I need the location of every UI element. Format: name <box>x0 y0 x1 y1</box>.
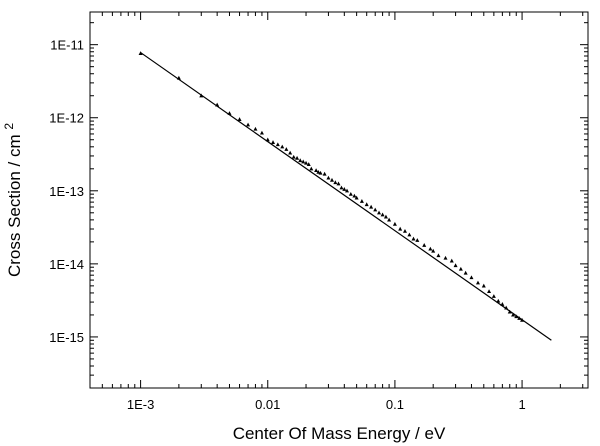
data-point <box>322 171 327 176</box>
data-point <box>398 226 403 231</box>
data-point <box>326 175 331 180</box>
data-point <box>411 236 416 241</box>
data-point <box>364 202 369 207</box>
data-point <box>402 228 407 233</box>
fit-line <box>140 52 552 341</box>
data-point <box>415 238 420 242</box>
data-point <box>458 266 463 271</box>
axis-ticks: 1E-3 0.01 0.1 1 1E-15 1E-14 1E-13 1E-12 1E-11 <box>49 12 588 412</box>
data-point <box>246 122 251 127</box>
data-point <box>369 204 374 209</box>
y-tick-label: 1E-14 <box>49 257 84 272</box>
data-point <box>443 255 448 260</box>
data-point <box>436 253 441 258</box>
data-point <box>383 214 388 219</box>
data-point <box>336 181 341 186</box>
data-point <box>306 162 311 166</box>
data-point <box>333 180 338 185</box>
data-point <box>511 312 516 317</box>
data-point <box>304 160 309 165</box>
data-point <box>487 289 492 293</box>
data-point <box>288 150 293 155</box>
x-axis-title: Center Of Mass Energy / eV <box>233 424 446 443</box>
data-point <box>280 144 285 149</box>
plot-frame <box>89 11 589 389</box>
x-tick-label: 1E-3 <box>127 397 154 412</box>
data-point <box>329 177 334 182</box>
data-point <box>449 258 454 263</box>
data-point <box>407 232 412 237</box>
y-axis-title-superscript: 2 <box>2 123 16 130</box>
data-point <box>275 142 280 147</box>
data-point <box>291 154 296 159</box>
data-point <box>359 199 364 203</box>
data-point <box>271 140 276 144</box>
data-point <box>491 294 496 298</box>
data-point <box>475 280 480 285</box>
y-axis-title-text: Cross Section / cm <box>5 134 24 277</box>
data-point <box>295 155 300 160</box>
data-point <box>453 263 458 268</box>
y-tick-label: 1E-13 <box>49 184 84 199</box>
data-point <box>345 188 350 193</box>
data-point <box>431 248 436 253</box>
data-point <box>318 170 323 175</box>
data-point <box>380 212 385 217</box>
data-point <box>298 158 303 163</box>
data-point <box>469 275 474 280</box>
data-point <box>352 193 357 198</box>
y-tick-label: 1E-15 <box>49 330 84 345</box>
data-point <box>309 166 314 171</box>
data-point <box>237 117 242 121</box>
y-tick-label: 1E-12 <box>49 111 84 126</box>
data-point <box>348 191 353 196</box>
data-point <box>339 185 344 190</box>
data-point <box>342 187 347 191</box>
data-point <box>354 195 359 200</box>
data-point <box>481 283 486 288</box>
data-point <box>253 126 258 131</box>
data-point <box>314 168 319 173</box>
data-point <box>377 210 382 215</box>
data-point <box>316 169 321 174</box>
y-axis-title: Cross Section / cm 2 <box>2 123 24 277</box>
x-tick-label: 0.1 <box>386 397 404 412</box>
x-tick-label: 1 <box>518 397 525 412</box>
data-point <box>428 246 433 251</box>
y-tick-label: 1E-11 <box>50 38 84 53</box>
data-point <box>387 217 392 222</box>
data-point <box>284 147 289 151</box>
data-point <box>301 159 306 164</box>
x-tick-label: 0.01 <box>255 397 280 412</box>
data-point <box>259 130 264 135</box>
data-point <box>422 243 427 247</box>
data-point <box>373 207 378 212</box>
data-point <box>392 221 397 226</box>
data-point <box>463 270 468 275</box>
